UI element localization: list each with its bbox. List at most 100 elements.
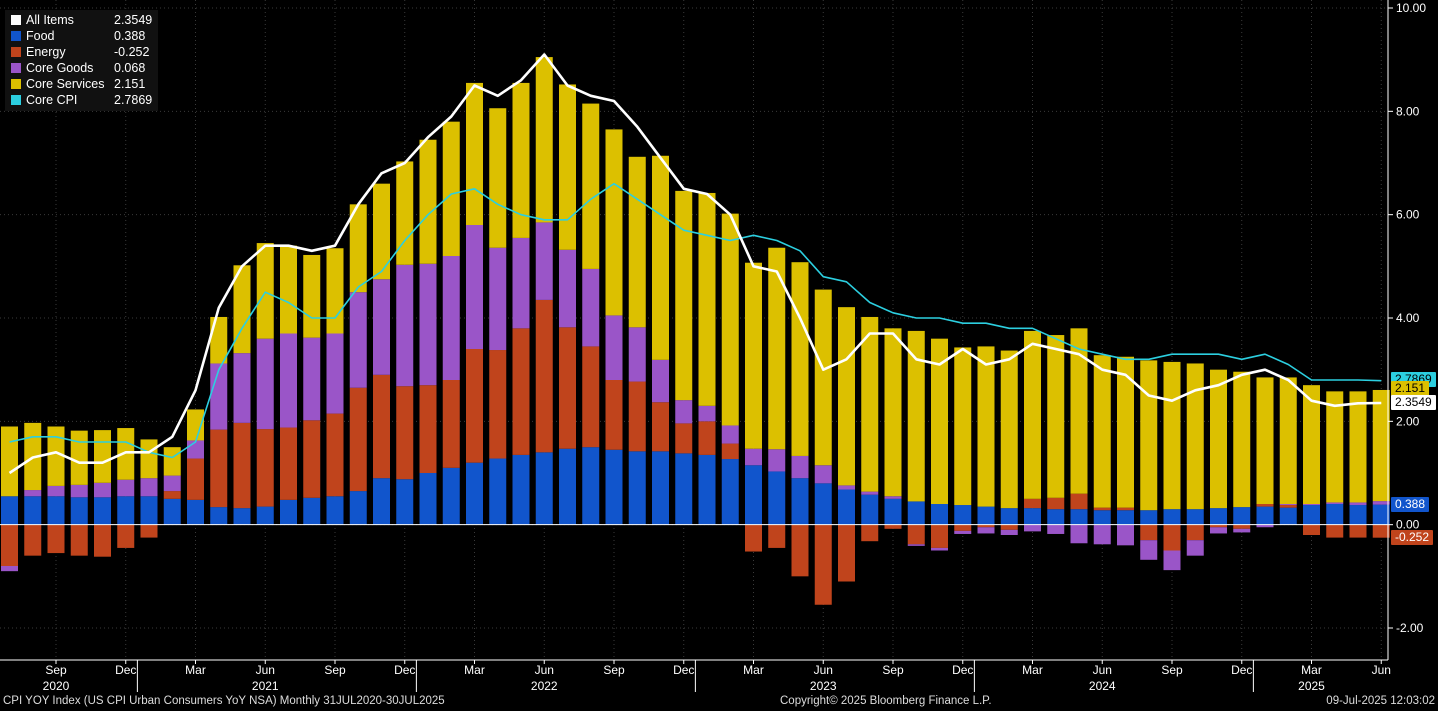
bar-segment-energy <box>745 524 762 552</box>
bar-segment-core-goods <box>791 455 809 479</box>
axes: 10.00 8.00 6.00 4.00 2.00 0.00 -2.00 Sep Dec Mar J… <box>0 0 1426 693</box>
bar-segment-core-goods <box>1070 524 1088 544</box>
legend-value: 0.388 <box>114 29 146 43</box>
bar-segment-energy <box>1303 524 1320 535</box>
bar-segment-food <box>140 496 158 525</box>
bar-segment-food <box>512 454 530 525</box>
legend-swatch <box>11 95 21 105</box>
legend-swatch <box>11 79 21 89</box>
bar-segment-core-goods <box>884 496 902 499</box>
bar-segment-energy <box>70 524 88 556</box>
legend-item: Core Services 2.151 <box>11 76 152 92</box>
bar-segment-core-services <box>1047 335 1065 498</box>
bar-segment-core-services <box>814 289 832 466</box>
bar-segment-core-services <box>117 428 135 480</box>
bar-segment-food <box>1024 508 1041 525</box>
bar-segment-energy <box>396 386 414 480</box>
bar-segment-core-services <box>675 190 693 401</box>
bar-segment-energy <box>210 429 228 508</box>
bar-segment-core-services <box>489 108 507 248</box>
bar-segment-food <box>1093 510 1111 525</box>
x-tick-label: Jun <box>814 663 833 677</box>
bar-segment-core-services <box>256 243 274 339</box>
bar-segment-core-services <box>1 426 18 497</box>
footer-copyright: Copyright© 2025 Bloomberg Finance L.P. <box>780 695 992 707</box>
bar-segment-core-goods <box>745 448 762 466</box>
bar-segment-core-services <box>931 338 948 504</box>
bar-segment-food <box>1326 504 1344 525</box>
bar-segment-energy <box>1349 524 1367 538</box>
bar-segment-core-goods <box>349 292 367 388</box>
y-tick-label: 0.00 <box>1396 518 1420 532</box>
bar-segment-food <box>489 458 507 525</box>
legend-label: Core CPI <box>26 93 78 107</box>
bar-segment-food <box>861 494 879 525</box>
x-year-label: 2022 <box>531 679 558 693</box>
bar-segment-food <box>559 448 576 525</box>
bar-segment-food <box>1256 506 1274 525</box>
x-tick-label: Dec <box>673 663 694 677</box>
legend-value: 0.068 <box>114 61 146 75</box>
bar-segment-core-services <box>1000 350 1018 509</box>
bar-segment-food <box>884 498 902 525</box>
bar-segment-core-services <box>419 139 437 264</box>
bar-segment-food <box>94 497 111 525</box>
legend-value: 2.151 <box>114 77 146 91</box>
bar-segment-food <box>1210 508 1227 525</box>
bar-segment-food <box>280 499 297 525</box>
bar-segment-energy <box>373 374 390 479</box>
bar-segment-core-goods <box>628 327 646 382</box>
bar-segment-energy <box>1070 493 1088 510</box>
bar-segment-food <box>47 496 65 525</box>
bar-segment-food <box>977 506 995 525</box>
x-year-label: 2020 <box>43 679 70 693</box>
bar-segment-core-services <box>1279 377 1297 504</box>
bar-segment-food <box>303 497 321 525</box>
bar-segment-food <box>1070 509 1088 525</box>
bar-segment-food <box>931 504 948 525</box>
bar-segment-energy <box>652 402 669 452</box>
bar-segment-core-services <box>838 307 855 486</box>
bar-segment-food <box>326 496 344 525</box>
bar-segment-food <box>373 478 390 525</box>
bar-segment-food <box>1233 507 1251 525</box>
bar-segment-food <box>1372 504 1390 525</box>
bar-segment-core-services <box>1303 385 1320 504</box>
bar-segment-core-goods <box>977 527 995 534</box>
bar-segment-energy <box>838 524 855 582</box>
bar-segment-energy <box>442 380 460 468</box>
bar-segment-core-services <box>1163 361 1181 510</box>
x-tick-label: Mar <box>1301 663 1322 677</box>
x-tick-label: Dec <box>115 663 136 677</box>
bar-segment-energy <box>907 524 925 545</box>
bar-segment-core-goods <box>489 247 507 351</box>
bar-segment-energy <box>1163 524 1181 551</box>
stacked-bars <box>1 57 1390 605</box>
bar-segment-energy <box>280 427 297 500</box>
bar-segment-core-services <box>768 247 786 450</box>
legend-swatch <box>11 31 21 41</box>
footer-timestamp: 09-Jul-2025 12:03:02 <box>1326 695 1435 707</box>
bar-segment-core-goods <box>721 425 739 444</box>
bar-segment-food <box>187 499 204 525</box>
line-series <box>8 53 1382 475</box>
bar-segment-core-goods <box>861 491 879 495</box>
bar-segment-core-services <box>628 156 646 328</box>
bar-segment-core-goods <box>1349 502 1367 506</box>
bar-segment-energy <box>675 423 693 454</box>
bar-segment-core-services <box>442 121 460 257</box>
bar-segment-energy <box>349 387 367 492</box>
bar-segment-core-goods <box>1000 529 1018 535</box>
bar-segment-core-services <box>605 129 623 316</box>
bar-segment-core-goods <box>326 333 344 414</box>
bar-segment-food <box>419 473 437 525</box>
bar-segment-food <box>1349 505 1367 525</box>
x-tick-label: Jun <box>256 663 275 677</box>
bar-segment-core-goods <box>675 400 693 424</box>
bar-segment-food <box>466 462 483 525</box>
bar-segment-food <box>745 465 762 525</box>
bar-segment-core-services <box>535 57 553 223</box>
bar-segment-energy <box>94 524 111 557</box>
bar-segment-core-services <box>1093 355 1111 508</box>
